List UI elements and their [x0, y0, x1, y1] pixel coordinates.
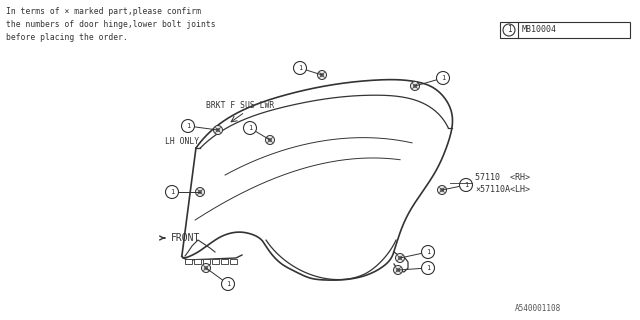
- Bar: [212, 259, 219, 264]
- Text: 57110  <RH>: 57110 <RH>: [475, 173, 530, 182]
- Text: A540001108: A540001108: [515, 304, 561, 313]
- Text: In terms of × marked part,please confirm
the numbers of door hinge,lower bolt jo: In terms of × marked part,please confirm…: [6, 7, 216, 42]
- Circle shape: [438, 186, 447, 195]
- Text: 1: 1: [426, 249, 430, 255]
- Circle shape: [294, 61, 307, 75]
- Circle shape: [317, 70, 326, 79]
- Text: 1: 1: [170, 189, 174, 195]
- FancyBboxPatch shape: [500, 22, 630, 38]
- Circle shape: [394, 266, 403, 275]
- Circle shape: [202, 263, 211, 273]
- Text: 1: 1: [226, 281, 230, 287]
- Text: 1: 1: [441, 75, 445, 81]
- Bar: [230, 259, 237, 264]
- Circle shape: [422, 261, 435, 275]
- Text: ×57110A<LH>: ×57110A<LH>: [475, 186, 530, 195]
- Text: 1: 1: [186, 123, 190, 129]
- Circle shape: [422, 245, 435, 259]
- Text: 1: 1: [298, 65, 302, 71]
- Circle shape: [266, 135, 275, 145]
- Bar: [221, 259, 228, 264]
- Circle shape: [410, 82, 419, 91]
- Text: FRONT: FRONT: [159, 233, 200, 243]
- Circle shape: [436, 71, 449, 84]
- Text: 1: 1: [464, 182, 468, 188]
- Circle shape: [195, 188, 205, 196]
- Bar: [203, 259, 210, 264]
- Bar: [185, 259, 192, 264]
- Text: 1: 1: [507, 26, 511, 35]
- Text: 1: 1: [248, 125, 252, 131]
- Circle shape: [460, 179, 472, 191]
- Text: LH ONLY: LH ONLY: [165, 137, 199, 146]
- Bar: [194, 259, 201, 264]
- Circle shape: [182, 119, 195, 132]
- Circle shape: [221, 277, 234, 291]
- Text: MB10004: MB10004: [522, 26, 557, 35]
- Text: BRKT F SUS LWR: BRKT F SUS LWR: [206, 100, 274, 109]
- Circle shape: [214, 125, 223, 134]
- Circle shape: [396, 253, 404, 262]
- Circle shape: [243, 122, 257, 134]
- Circle shape: [166, 186, 179, 198]
- Text: 1: 1: [426, 265, 430, 271]
